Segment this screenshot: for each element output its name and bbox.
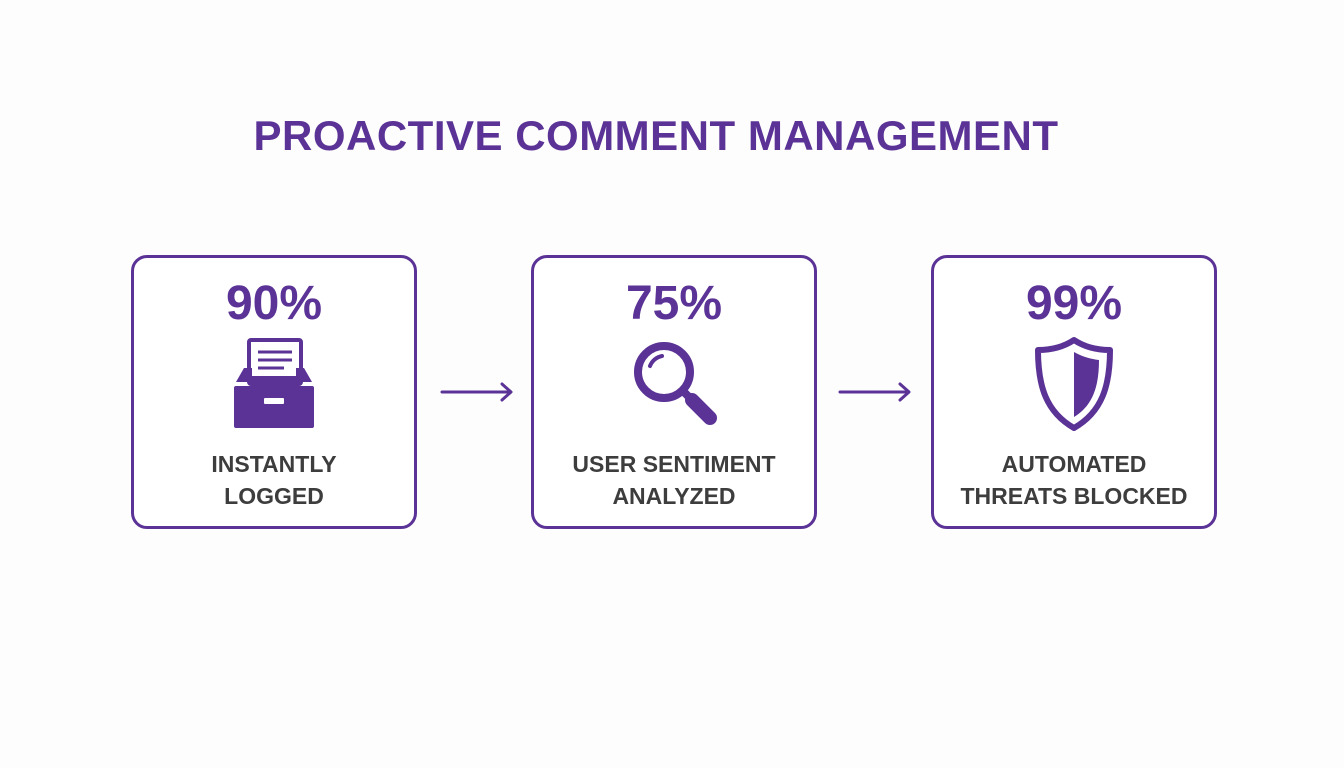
stat-label-line: ANALYZED xyxy=(612,483,736,509)
stat-card-instantly-logged: 90% INSTANTLY LOGGED xyxy=(131,255,417,529)
shield-icon xyxy=(934,336,1214,432)
magnifying-glass-icon xyxy=(534,336,814,432)
stat-label-line: LOGGED xyxy=(224,483,324,509)
stat-value: 75% xyxy=(625,277,723,330)
stat-label-line: USER SENTIMENT xyxy=(572,451,776,477)
stat-label-line: THREATS BLOCKED xyxy=(960,483,1188,509)
stat-value: 99% xyxy=(1025,277,1123,330)
stat-label-line: INSTANTLY xyxy=(211,451,337,477)
stat-card-user-sentiment: 75% USER SENTIMENT ANALYZED xyxy=(531,255,817,529)
arrow-right-icon xyxy=(838,382,911,402)
stat-label-line: AUTOMATED xyxy=(1001,451,1147,477)
stat-card-threats-blocked: 99% AUTOMATED THREATS BLOCKED xyxy=(931,255,1217,529)
page-title: PROACTIVE COMMENT MANAGEMENT xyxy=(253,112,1059,159)
stat-value: 90% xyxy=(225,277,323,330)
archive-box-icon xyxy=(134,336,414,432)
arrow-right-icon xyxy=(440,382,513,402)
